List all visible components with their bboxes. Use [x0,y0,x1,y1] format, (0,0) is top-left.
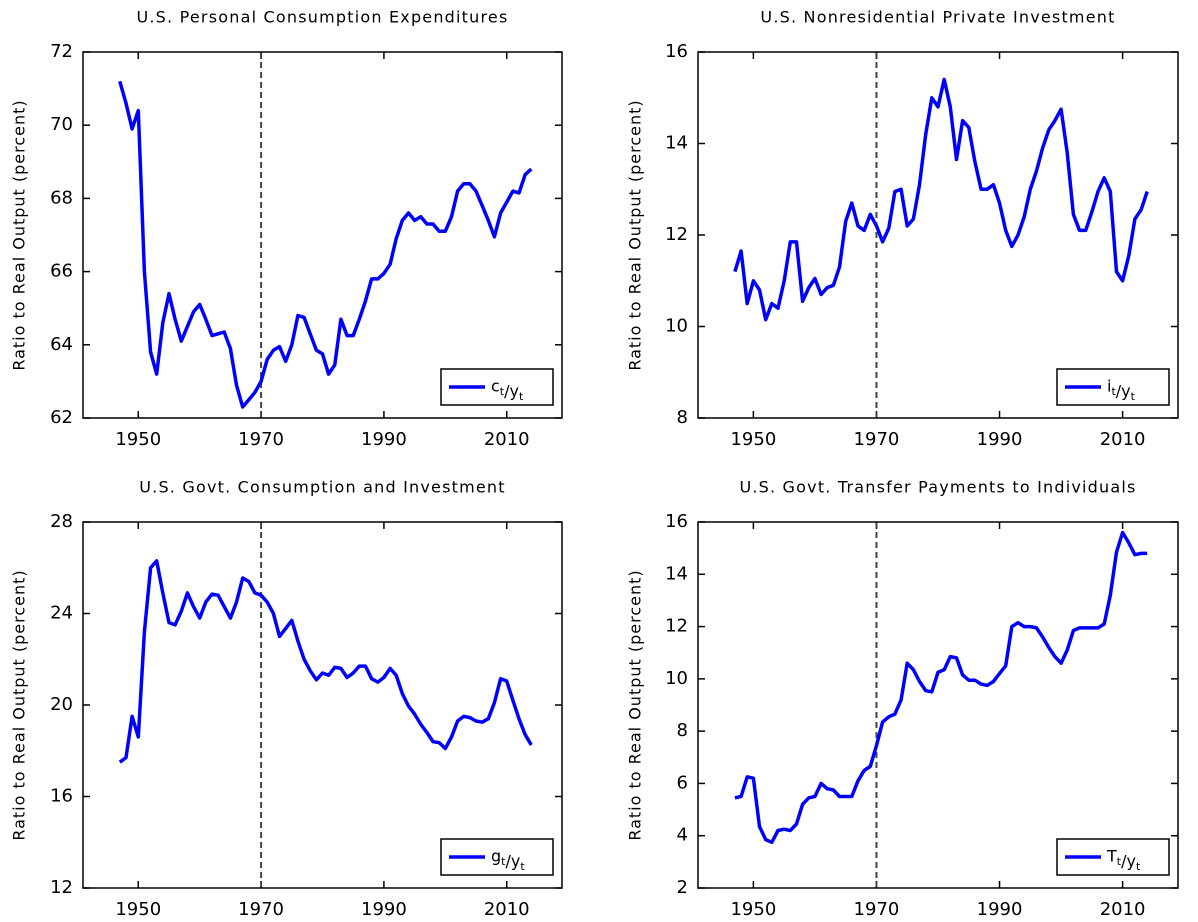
legend: Tt/yt [1056,838,1170,876]
y-tick-label: 4 [677,825,688,846]
y-tick-label: 8 [677,407,688,428]
data-line [118,559,533,764]
y-tick-label: 14 [665,563,688,584]
x-tick-label: 2010 [484,429,530,450]
x-tick-label: 1950 [115,899,161,920]
data-line [734,530,1148,845]
y-tick-label: 24 [50,603,73,624]
y-tick-label: 12 [50,877,73,898]
plot-frame [82,521,563,889]
x-tick-label: 2010 [484,899,530,920]
x-tick-label: 1950 [730,429,776,450]
data-line [733,77,1149,322]
y-tick-label: 14 [665,133,688,154]
y-axis-label: Ratio to Real Output (percent) [10,569,29,840]
x-tick-label: 2010 [1100,429,1146,450]
chart-title: U.S. Govt. Transfer Payments to Individu… [739,478,1136,497]
y-tick-label: 6 [677,772,688,793]
y-tick-label: 70 [50,114,73,135]
x-tick-label: 1990 [361,429,407,450]
x-tick-label: 1970 [238,899,284,920]
data-line [118,80,533,409]
y-tick-label: 66 [50,261,73,282]
y-tick-label: 12 [665,616,688,637]
legend: ct/yt [440,368,554,406]
x-tick-label: 1970 [854,429,900,450]
y-tick-label: 62 [50,407,73,428]
y-tick-label: 16 [665,41,688,62]
legend: it/yt [1056,368,1170,406]
y-tick-label: 28 [50,511,73,532]
plot-frame [697,51,1179,419]
x-tick-label: 1970 [854,899,900,920]
chart-title: U.S. Nonresidential Private Investment [760,8,1115,27]
y-tick-label: 8 [677,720,688,741]
plot-frame [697,521,1179,889]
y-tick-label: 68 [50,187,73,208]
y-tick-label: 64 [50,334,73,355]
legend-box [440,838,554,876]
y-tick-label: 10 [665,668,688,689]
x-tick-label: 1990 [977,899,1023,920]
y-tick-label: 72 [50,41,73,62]
x-tick-label: 2010 [1100,899,1146,920]
plot-frame [82,51,563,419]
y-tick-label: 16 [50,786,73,807]
y-axis-label: Ratio to Real Output (percent) [626,99,645,370]
chart-title: U.S. Govt. Consumption and Investment [139,478,506,497]
y-tick-label: 2 [677,877,688,898]
chart-title: U.S. Personal Consumption Expenditures [136,8,508,27]
y-axis-label: Ratio to Real Output (percent) [10,99,29,370]
x-tick-label: 1950 [115,429,161,450]
y-tick-label: 20 [50,694,73,715]
x-tick-label: 1990 [361,899,407,920]
y-axis-label: Ratio to Real Output (percent) [626,569,645,840]
x-tick-label: 1990 [977,429,1023,450]
y-tick-label: 10 [665,316,688,337]
x-tick-label: 1970 [238,429,284,450]
x-tick-label: 1950 [730,899,776,920]
legend: gt/yt [440,838,554,876]
y-tick-label: 12 [665,224,688,245]
y-tick-label: 16 [665,511,688,532]
